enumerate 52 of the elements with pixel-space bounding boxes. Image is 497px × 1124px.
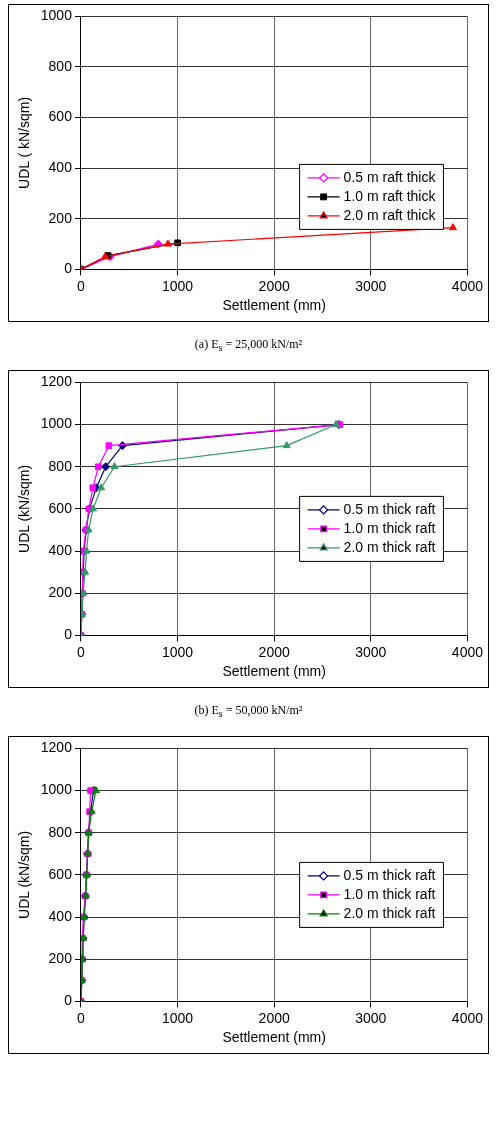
x-axis-title: Settlement (mm) — [222, 1029, 326, 1046]
x-tick-label: 1000 — [161, 643, 194, 660]
legend-label: 1.0 m thick raft — [343, 519, 436, 536]
y-axis-title: UDL (kN/sqm) — [16, 830, 33, 919]
x-tick-label: 3000 — [355, 1009, 387, 1026]
legend-label: 2.0 m thick raft — [343, 904, 436, 921]
y-tick-label: 800 — [48, 57, 73, 74]
y-tick-label: 400 — [48, 907, 73, 924]
y-tick-label: 400 — [48, 541, 73, 558]
y-tick-label: 600 — [48, 865, 73, 882]
y-tick-label: 1000 — [40, 415, 73, 432]
legend-label: 2.0 m raft thick — [343, 206, 437, 223]
legend-label: 1.0 m thick raft — [343, 885, 436, 902]
text: (b) E$_{s}$ = 50,000 kN/m² — [193, 702, 304, 722]
y-tick-label: 1200 — [40, 373, 73, 390]
y-tick-label: 1000 — [40, 7, 73, 24]
x-tick-label: 0 — [77, 1009, 86, 1026]
x-tick-label: 1000 — [161, 1009, 194, 1026]
y-tick-label: 200 — [48, 584, 73, 601]
y-axis-title: UDL ( kN/sqm) — [16, 96, 33, 189]
legend-label: 0.5 m raft thick — [343, 168, 437, 185]
x-tick-label: 4000 — [451, 643, 484, 660]
y-tick-label: 200 — [48, 209, 73, 226]
y-tick-label: 1000 — [40, 781, 73, 798]
x-axis-title: Settlement (mm) — [222, 297, 326, 314]
legend-label: 1.0 m raft thick — [343, 187, 437, 204]
y-tick-label: 800 — [48, 457, 73, 474]
x-tick-label: 1000 — [161, 277, 194, 294]
x-tick-label: 0 — [77, 643, 86, 660]
y-tick-label: 800 — [48, 823, 73, 840]
legend-label: 0.5 m thick raft — [343, 500, 436, 517]
x-tick-label: 0 — [77, 277, 86, 294]
y-tick-label: 0 — [64, 626, 73, 643]
text: (a) E$_{s}$ = 25,000 kN/m² — [193, 336, 304, 356]
x-axis-title: Settlement (mm) — [222, 663, 326, 680]
x-tick-label: 4000 — [451, 1009, 484, 1026]
y-axis-title: UDL (kN/sqm) — [16, 464, 33, 553]
y-tick-label: 1200 — [40, 739, 73, 756]
y-tick-label: 0 — [64, 992, 73, 1009]
legend-label: 0.5 m thick raft — [343, 866, 436, 883]
y-tick-label: 600 — [48, 108, 73, 125]
x-tick-label: 3000 — [355, 277, 387, 294]
y-tick-label: 0 — [64, 260, 73, 277]
y-tick-label: 200 — [48, 950, 73, 967]
y-tick-label: 600 — [48, 499, 73, 516]
x-tick-label: 2000 — [258, 643, 290, 660]
x-tick-label: 3000 — [355, 643, 387, 660]
legend-label: 2.0 m thick raft — [343, 538, 436, 555]
x-tick-label: 4000 — [451, 277, 484, 294]
x-tick-label: 2000 — [258, 1009, 290, 1026]
y-tick-label: 400 — [48, 159, 73, 176]
x-tick-label: 2000 — [258, 277, 290, 294]
